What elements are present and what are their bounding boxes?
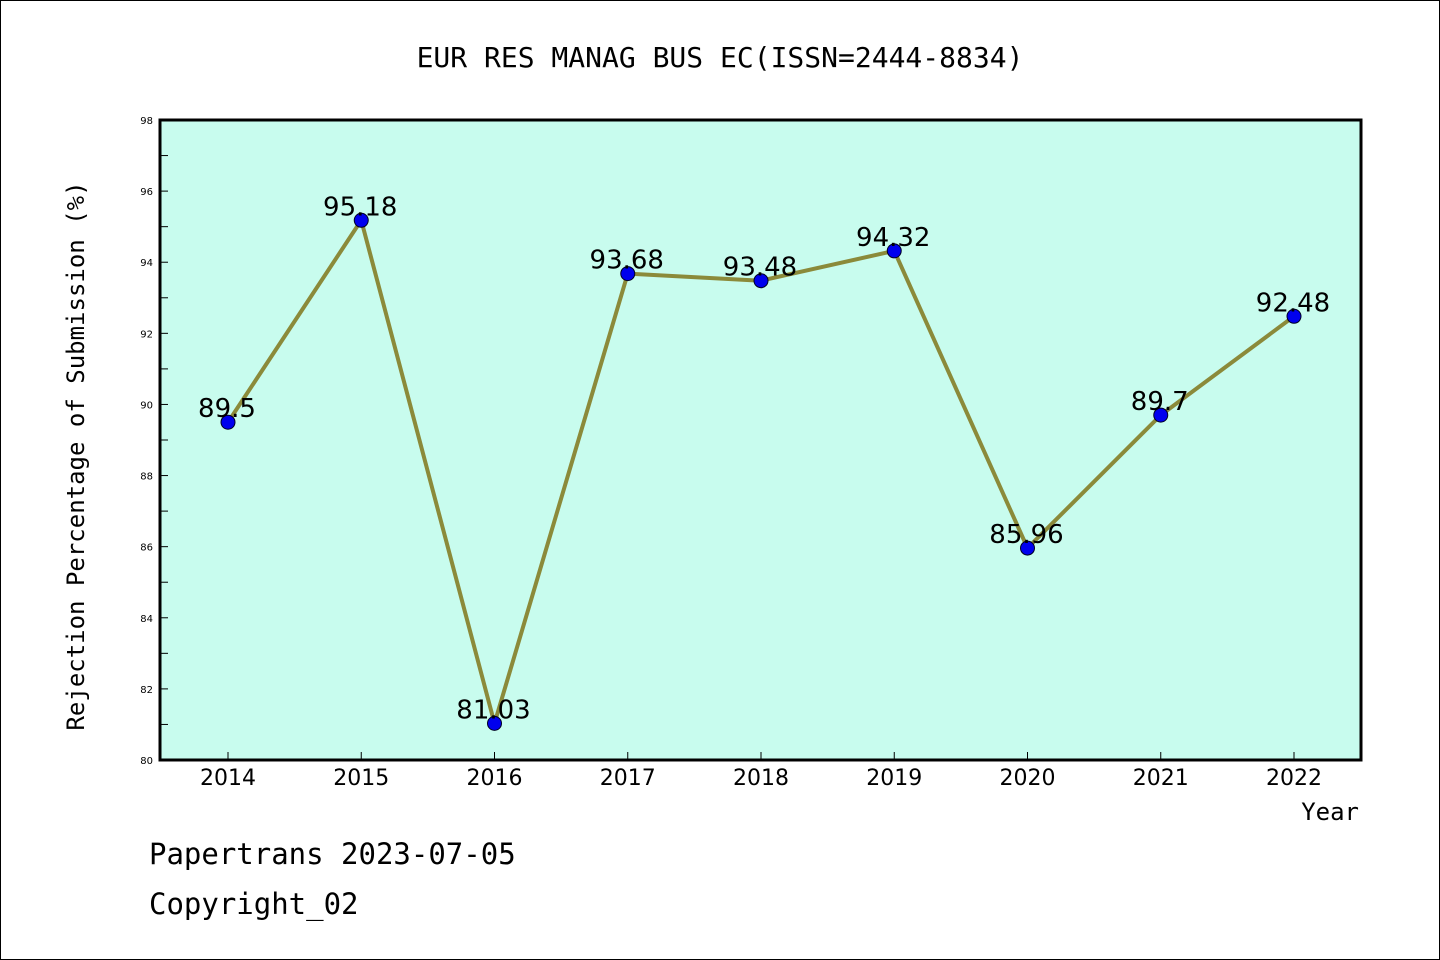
x-axis-ticks: 2014 2015 2016 2017 2018 2019 2020 2021 2022 bbox=[200, 752, 1322, 791]
x-tick-label: 2020 bbox=[1000, 766, 1056, 791]
y-axis-ticks: 80 82 84 86 88 90 92 94 96 98 bbox=[140, 116, 168, 767]
data-label: 85.96 bbox=[989, 520, 1063, 550]
x-axis-label: Year bbox=[1301, 798, 1359, 826]
data-label: 93.68 bbox=[590, 246, 664, 276]
data-label: 94.32 bbox=[856, 223, 930, 253]
data-point-marker bbox=[753, 273, 769, 289]
y-tick-label: 86 bbox=[140, 543, 153, 554]
x-tick-label: 2016 bbox=[467, 766, 523, 791]
y-tick-label: 84 bbox=[140, 614, 153, 625]
data-label-group: 89.5 95.18 81.03 93.68 93.48 94.32 85.96 89.7 92… bbox=[198, 192, 1330, 725]
footer-copyright-text: Copyright_02 bbox=[149, 887, 359, 921]
data-label: 93.48 bbox=[723, 253, 797, 283]
y-tick-label: 94 bbox=[140, 258, 153, 269]
data-label: 95.18 bbox=[323, 192, 397, 222]
data-label: 92.48 bbox=[1256, 288, 1330, 318]
data-point-marker bbox=[1286, 308, 1302, 324]
y-tick-label: 98 bbox=[140, 116, 153, 127]
x-tick-label: 2022 bbox=[1266, 766, 1322, 791]
y-tick-label: 90 bbox=[140, 400, 153, 411]
x-tick-label: 2017 bbox=[600, 766, 656, 791]
series-group bbox=[220, 212, 1302, 731]
x-tick-label: 2014 bbox=[200, 766, 256, 791]
x-tick-label: 2019 bbox=[866, 766, 922, 791]
data-label: 89.7 bbox=[1131, 387, 1189, 417]
y-tick-label: 80 bbox=[140, 756, 153, 767]
data-point-marker bbox=[1020, 540, 1035, 556]
y-tick-label: 96 bbox=[140, 187, 153, 198]
data-point-marker bbox=[220, 414, 236, 430]
x-tick-label: 2015 bbox=[333, 766, 389, 791]
footer-date-text: Papertrans 2023-07-05 bbox=[149, 837, 516, 871]
chart-title: EUR RES MANAG BUS EC(ISSN=2444-8834) bbox=[417, 41, 1024, 74]
y-tick-label: 88 bbox=[140, 472, 153, 483]
data-label: 89.5 bbox=[198, 394, 256, 424]
data-point-marker bbox=[353, 212, 369, 228]
data-point-marker bbox=[1153, 407, 1169, 423]
data-point-marker bbox=[886, 243, 902, 259]
x-tick-label: 2021 bbox=[1133, 766, 1189, 791]
data-label: 81.03 bbox=[456, 695, 530, 725]
data-point-marker bbox=[620, 266, 636, 282]
data-point-marker bbox=[487, 715, 502, 731]
y-axis-label: Rejection Percentage of Submission (%) bbox=[62, 181, 90, 730]
y-tick-label: 92 bbox=[140, 329, 153, 340]
y-tick-label: 82 bbox=[140, 685, 153, 696]
x-tick-label: 2018 bbox=[733, 766, 789, 791]
